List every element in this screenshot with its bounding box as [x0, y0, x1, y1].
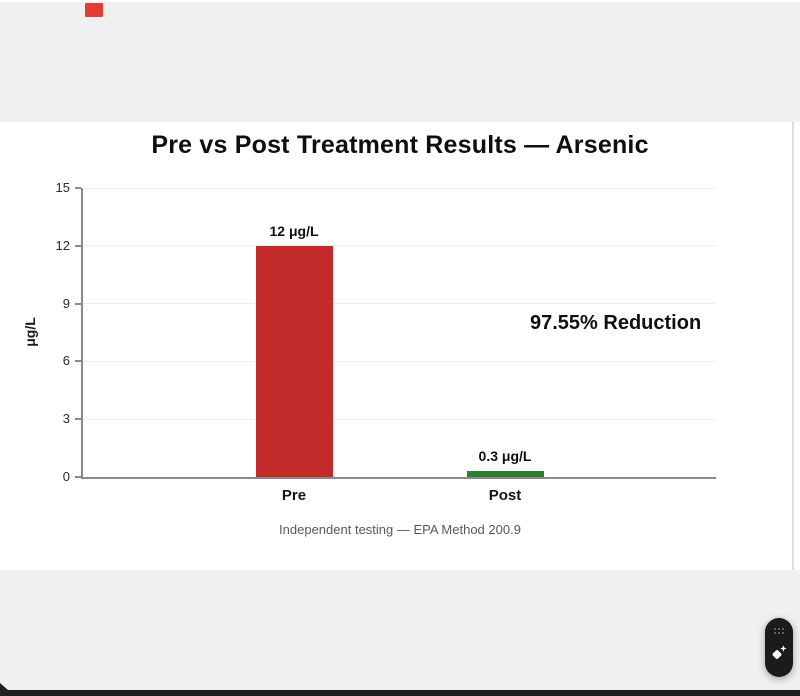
- drag-handle-icon[interactable]: [774, 628, 784, 634]
- x-label-pre: Pre: [281, 487, 307, 504]
- y-tick-label-3: 3: [62, 411, 70, 427]
- gridline-15: [83, 187, 716, 189]
- bar-pre: [255, 245, 333, 477]
- gridline-6: [83, 360, 716, 362]
- y-tick-3: [75, 418, 81, 421]
- chart-caption: Independent testing — EPA Method 200.9: [279, 522, 521, 537]
- gridline-9: [83, 303, 716, 305]
- plot-area: 12 μg/L 0.3 μg/L: [83, 187, 716, 477]
- y-tick-label-9: 9: [62, 295, 70, 311]
- gridline-3: [83, 418, 716, 420]
- assistant-widget-button[interactable]: [765, 618, 793, 677]
- record-indicator-badge: [85, 3, 103, 17]
- footer-band: [0, 570, 800, 690]
- y-axis-title: μg/L: [22, 317, 38, 347]
- y-tick-label-15: 15: [55, 180, 70, 195]
- x-axis-line: [81, 477, 716, 479]
- top-edge-strip: [0, 0, 800, 2]
- bar-value-pre: 12 μg/L: [269, 222, 319, 239]
- chart-card: Pre vs Post Treatment Results — Arsenic …: [0, 122, 800, 570]
- gridline-12: [83, 245, 716, 247]
- bottom-bar: [0, 690, 800, 696]
- y-tick-12: [75, 244, 81, 247]
- chart-title: Pre vs Post Treatment Results — Arsenic: [151, 131, 649, 159]
- x-label-post: Post: [488, 487, 522, 504]
- content-right-border: [792, 122, 794, 570]
- y-tick-9: [75, 302, 81, 305]
- reduction-annotation: 97.55% Reduction: [530, 312, 702, 334]
- sparkles-icon[interactable]: [770, 643, 788, 661]
- bar-value-post: 0.3 μg/L: [478, 448, 532, 465]
- header-band: [0, 0, 800, 122]
- bar-post: [466, 471, 544, 477]
- y-tick-0: [75, 476, 81, 478]
- y-tick-label-0: 0: [62, 469, 70, 484]
- y-tick-6: [75, 360, 81, 363]
- chart: μg/L 12 μg/L 0.3 μg/L 0 3 6 9 12 15 Pre Post: [0, 180, 800, 518]
- y-tick-label-6: 6: [62, 353, 70, 369]
- y-tick-15: [75, 187, 81, 189]
- y-axis-line: [81, 188, 83, 479]
- y-tick-label-12: 12: [55, 237, 70, 253]
- bottom-left-notch: [0, 683, 8, 690]
